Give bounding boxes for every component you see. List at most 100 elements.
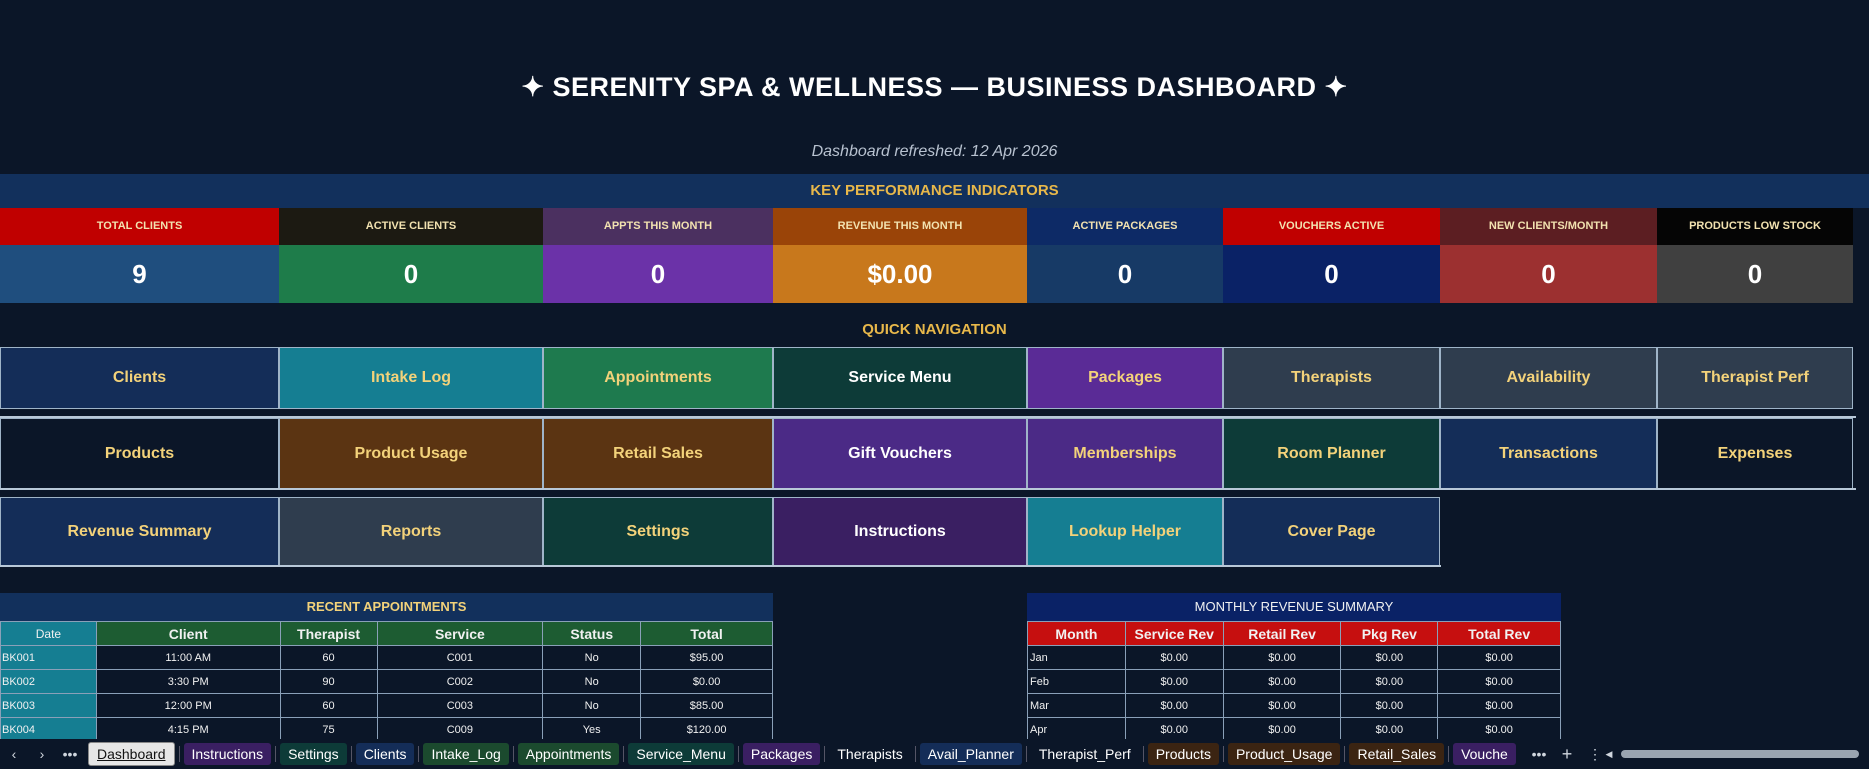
column-header[interactable]: Client [95,621,281,646]
table-cell[interactable]: $0.00 [1124,669,1224,694]
column-header[interactable]: Pkg Rev [1340,621,1439,646]
sheet-tab-therapist-perf[interactable]: Therapist_Perf [1030,743,1139,765]
table-cell[interactable]: $0.00 [1222,693,1342,718]
nav-button-products[interactable]: Products [0,418,279,489]
table-cell[interactable]: 11:00 AM [95,645,281,670]
nav-button-memberships[interactable]: Memberships [1027,418,1223,489]
sheet-tab-clients[interactable]: Clients [355,743,415,765]
table-cell[interactable]: $120.00 [640,717,773,742]
table-cell[interactable]: $0.00 [1437,669,1561,694]
table-cell[interactable]: $95.00 [640,645,773,670]
table-cell[interactable]: $0.00 [1222,717,1342,742]
table-cell[interactable]: $0.00 [1222,669,1342,694]
sheet-tab-therapists[interactable]: Therapists [829,743,911,765]
next-sheet-button[interactable]: › [39,746,45,762]
table-cell[interactable]: Jan [1027,645,1126,670]
table-cell[interactable]: Apr [1027,717,1126,742]
column-header[interactable]: Therapist [279,621,378,646]
nav-button-appointments[interactable]: Appointments [543,347,773,409]
column-header[interactable]: Total [640,621,773,646]
table-cell[interactable]: Feb [1027,669,1126,694]
nav-button-intake-log[interactable]: Intake Log [279,347,543,409]
table-cell[interactable]: $0.00 [1437,645,1561,670]
table-cell[interactable]: Mar [1027,693,1126,718]
nav-button-clients[interactable]: Clients [0,347,279,409]
nav-button-room-planner[interactable]: Room Planner [1223,418,1440,489]
table-cell[interactable]: BK004 [0,717,97,742]
nav-button-gift-vouchers[interactable]: Gift Vouchers [773,418,1027,489]
sheet-tab-vouche[interactable]: Vouche [1453,743,1516,765]
nav-button-instructions[interactable]: Instructions [773,497,1027,566]
column-header[interactable]: Total Rev [1437,621,1561,646]
table-cell[interactable]: 4:15 PM [95,717,281,742]
sheet-tab-avail-planner[interactable]: Avail_Planner [919,743,1022,765]
nav-button-lookup-helper[interactable]: Lookup Helper [1027,497,1223,566]
column-header[interactable]: Month [1027,621,1126,646]
nav-button-cover-page[interactable]: Cover Page [1223,497,1440,566]
sheet-tab-product-usage[interactable]: Product_Usage [1227,743,1341,765]
table-cell[interactable]: C001 [376,645,544,670]
nav-button-therapist-perf[interactable]: Therapist Perf [1657,347,1853,409]
table-cell[interactable]: $0.00 [1124,693,1224,718]
table-cell[interactable]: $0.00 [1437,717,1561,742]
table-cell[interactable]: $0.00 [1222,645,1342,670]
sheet-tab-settings[interactable]: Settings [280,743,347,765]
nav-button-service-menu[interactable]: Service Menu [773,347,1027,409]
nav-button-packages[interactable]: Packages [1027,347,1223,409]
column-header[interactable]: Retail Rev [1222,621,1342,646]
table-cell[interactable]: 3:30 PM [95,669,281,694]
table-cell[interactable]: $0.00 [1340,693,1439,718]
table-cell[interactable]: 12:00 PM [95,693,281,718]
nav-button-availability[interactable]: Availability [1440,347,1657,409]
table-cell[interactable]: 75 [279,717,378,742]
table-cell[interactable]: BK003 [0,693,97,718]
column-header[interactable]: Date [0,621,97,646]
table-cell[interactable]: No [542,669,642,694]
nav-button-settings[interactable]: Settings [543,497,773,566]
sheet-tab-intake-log[interactable]: Intake_Log [423,743,509,765]
table-cell[interactable]: BK002 [0,669,97,694]
table-cell[interactable]: $0.00 [1437,693,1561,718]
table-cell[interactable]: C003 [376,693,544,718]
nav-button-therapists[interactable]: Therapists [1223,347,1440,409]
table-cell[interactable]: $0.00 [1340,645,1439,670]
sheet-menu-button[interactable]: ⋮ [1588,745,1602,762]
table-cell[interactable]: $0.00 [1340,717,1439,742]
table-cell[interactable]: $85.00 [640,693,773,718]
horizontal-scrollbar[interactable] [1621,750,1859,758]
nav-button-retail-sales[interactable]: Retail Sales [543,418,773,489]
sheet-tab-appointments[interactable]: Appointments [517,743,620,765]
more-sheets-button[interactable]: ••• [62,746,78,762]
more-options-button[interactable]: ••• [1531,746,1547,762]
sheet-tab-packages[interactable]: Packages [742,743,821,765]
prev-sheet-button[interactable]: ‹ [11,746,17,762]
sheet-tab-products[interactable]: Products [1147,743,1219,765]
table-cell[interactable]: No [542,645,642,670]
table-cell[interactable]: $0.00 [1340,669,1439,694]
table-cell[interactable]: BK001 [0,645,97,670]
sheet-tab-dashboard[interactable]: Dashboard [88,742,175,766]
add-sheet-button[interactable]: + [1561,743,1573,764]
column-header[interactable]: Service Rev [1124,621,1224,646]
nav-button-reports[interactable]: Reports [279,497,543,566]
nav-button-revenue-summary[interactable]: Revenue Summary [0,497,279,566]
table-cell[interactable]: 60 [279,693,378,718]
nav-button-expenses[interactable]: Expenses [1657,418,1853,489]
table-cell[interactable]: No [542,693,642,718]
table-cell[interactable]: 90 [279,669,378,694]
nav-button-transactions[interactable]: Transactions [1440,418,1657,489]
sheet-tab-instructions[interactable]: Instructions [183,743,272,765]
table-cell[interactable]: $0.00 [1124,717,1224,742]
column-header[interactable]: Service [376,621,544,646]
table-cell[interactable]: C002 [376,669,544,694]
sheet-tab-retail-sales[interactable]: Retail_Sales [1349,743,1445,765]
table-cell[interactable]: Yes [542,717,642,742]
table-cell[interactable]: C009 [376,717,544,742]
table-cell[interactable]: $0.00 [640,669,773,694]
table-cell[interactable]: $0.00 [1124,645,1224,670]
table-cell[interactable]: 60 [279,645,378,670]
nav-button-product-usage[interactable]: Product Usage [279,418,543,489]
sheet-tab-service-menu[interactable]: Service_Menu [628,743,734,765]
column-header[interactable]: Status [542,621,642,646]
scroll-left-button[interactable]: ◀ [1605,748,1613,759]
